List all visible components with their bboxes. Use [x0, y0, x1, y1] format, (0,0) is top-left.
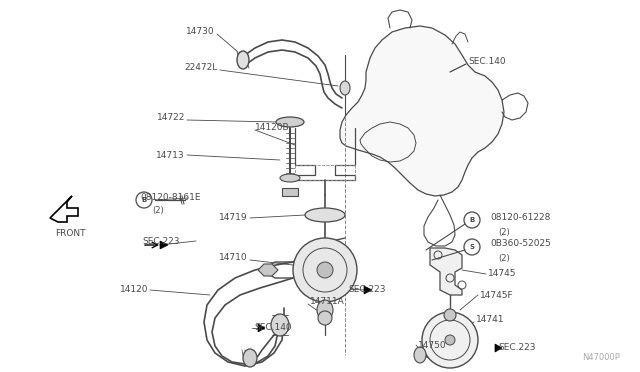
- Text: 14745: 14745: [488, 269, 516, 279]
- Circle shape: [444, 309, 456, 321]
- Text: 14711A: 14711A: [310, 298, 345, 307]
- Polygon shape: [495, 344, 502, 352]
- Ellipse shape: [317, 300, 333, 320]
- Text: 08120-8161E: 08120-8161E: [140, 193, 200, 202]
- Polygon shape: [340, 26, 504, 196]
- Ellipse shape: [414, 347, 426, 363]
- Text: S: S: [470, 244, 474, 250]
- Ellipse shape: [271, 314, 289, 336]
- Polygon shape: [160, 241, 168, 249]
- Text: B: B: [469, 217, 475, 223]
- Polygon shape: [282, 188, 298, 196]
- Polygon shape: [258, 264, 278, 276]
- Polygon shape: [50, 196, 78, 222]
- Text: SEC.140: SEC.140: [254, 324, 292, 333]
- Text: 14745F: 14745F: [480, 291, 514, 299]
- Polygon shape: [430, 248, 462, 295]
- Text: 14120: 14120: [120, 285, 148, 295]
- Text: SEC.223: SEC.223: [142, 237, 179, 246]
- Text: (2): (2): [498, 228, 509, 237]
- Text: 14722: 14722: [157, 113, 185, 122]
- Circle shape: [317, 262, 333, 278]
- Polygon shape: [258, 324, 265, 332]
- Ellipse shape: [280, 174, 300, 182]
- Ellipse shape: [305, 208, 345, 222]
- Text: 0B360-52025: 0B360-52025: [490, 240, 551, 248]
- Circle shape: [318, 311, 332, 325]
- Text: N47000P: N47000P: [582, 353, 620, 362]
- Circle shape: [422, 312, 478, 368]
- Text: SEC.223: SEC.223: [498, 343, 536, 353]
- Text: B: B: [141, 197, 147, 203]
- Text: (2): (2): [152, 205, 164, 215]
- Ellipse shape: [237, 51, 249, 69]
- Text: 22472L: 22472L: [185, 64, 218, 73]
- Text: 14719: 14719: [220, 214, 248, 222]
- Text: (2): (2): [498, 253, 509, 263]
- Text: 08120-61228: 08120-61228: [490, 212, 550, 221]
- Text: 14710: 14710: [220, 253, 248, 263]
- Text: 14713: 14713: [156, 151, 185, 160]
- Text: 14730: 14730: [186, 28, 215, 36]
- Polygon shape: [364, 286, 372, 294]
- Circle shape: [445, 335, 455, 345]
- Text: 14741: 14741: [476, 315, 504, 324]
- Ellipse shape: [276, 117, 304, 127]
- Ellipse shape: [243, 349, 257, 367]
- Text: FRONT: FRONT: [55, 228, 86, 237]
- Circle shape: [293, 238, 357, 302]
- Text: SEC.140: SEC.140: [468, 58, 506, 67]
- Text: SEC.223: SEC.223: [348, 285, 385, 294]
- Text: 14120B: 14120B: [255, 124, 290, 132]
- Text: 14750: 14750: [418, 340, 447, 350]
- Ellipse shape: [340, 81, 350, 95]
